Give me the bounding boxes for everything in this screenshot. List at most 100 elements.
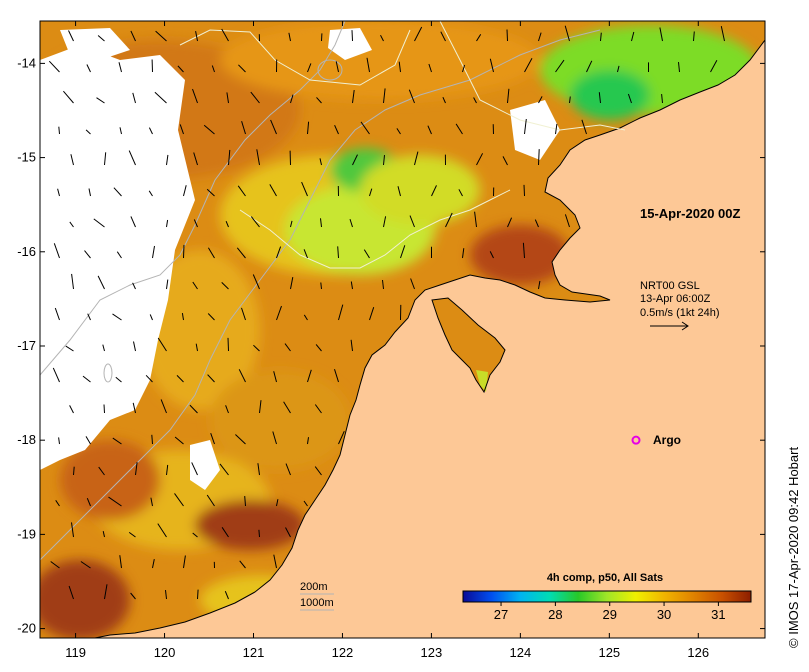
y-tick-label: -18 bbox=[17, 432, 36, 447]
current-arrow bbox=[383, 216, 387, 228]
current-arrow bbox=[85, 436, 91, 445]
current-arrow bbox=[473, 97, 477, 104]
colorbar-tick-label: 29 bbox=[602, 607, 616, 622]
current-arrow bbox=[555, 123, 558, 135]
current-arrow bbox=[284, 343, 291, 352]
current-legend-line1: NRT00 GSL bbox=[640, 280, 700, 292]
current-arrow bbox=[195, 31, 198, 42]
current-arrow bbox=[288, 32, 291, 42]
argo-label: Argo bbox=[653, 433, 681, 447]
current-arrow bbox=[489, 58, 494, 73]
current-arrow bbox=[112, 313, 122, 321]
current-arrow bbox=[207, 374, 215, 383]
current-arrow bbox=[52, 367, 60, 383]
current-arrow bbox=[272, 431, 277, 445]
current-arrow bbox=[319, 158, 322, 166]
current-arrow bbox=[307, 121, 310, 135]
current-arrow bbox=[334, 124, 339, 135]
current-arrow bbox=[97, 35, 105, 42]
x-tick-label: 121 bbox=[243, 645, 265, 660]
x-tick-label: 119 bbox=[65, 645, 86, 660]
current-arrow bbox=[166, 154, 169, 166]
current-arrow bbox=[86, 498, 91, 507]
current-arrow bbox=[86, 64, 91, 73]
current-arrow bbox=[581, 119, 587, 135]
current-arrow bbox=[183, 185, 187, 197]
y-tick-label: -19 bbox=[17, 526, 36, 541]
current-arrow bbox=[157, 523, 167, 538]
current-arrow bbox=[476, 153, 484, 166]
current-arrow bbox=[270, 119, 277, 135]
current-arrow bbox=[97, 275, 105, 290]
current-arrow bbox=[410, 278, 415, 290]
current-arrow bbox=[409, 215, 415, 228]
colorbar-title: 4h comp, p50, All Sats bbox=[547, 572, 663, 584]
current-arrow bbox=[445, 212, 453, 228]
current-arrow bbox=[132, 92, 136, 104]
current-arrow bbox=[152, 559, 155, 569]
current-arrow bbox=[226, 92, 229, 104]
current-arrow bbox=[369, 307, 375, 321]
current-arrow bbox=[256, 149, 260, 166]
sst-fronts bbox=[179, 21, 626, 269]
current-arrow bbox=[84, 250, 91, 259]
current-arrow bbox=[130, 592, 136, 600]
current-arrow bbox=[314, 404, 322, 414]
current-arrow bbox=[179, 124, 184, 135]
current-arrow bbox=[160, 399, 167, 414]
isobath-label-1000: 1000m bbox=[300, 597, 334, 609]
y-axis: -14 -15 -16 -17 -18 -19 -20 bbox=[17, 55, 765, 636]
current-arrow bbox=[132, 402, 136, 414]
current-arrow bbox=[113, 187, 122, 197]
current-arrow bbox=[710, 60, 718, 73]
current-arrow bbox=[116, 251, 122, 259]
current-arrow bbox=[250, 216, 260, 228]
current-arrow bbox=[397, 186, 401, 197]
x-tick-label: 124 bbox=[510, 645, 532, 660]
current-arrow bbox=[659, 27, 663, 42]
current-arrow bbox=[400, 245, 406, 259]
current-arrow bbox=[238, 64, 246, 73]
current-arrow bbox=[363, 249, 370, 259]
current-legend-line2: 13-Apr 06:00Z bbox=[640, 293, 711, 305]
current-arrow bbox=[285, 527, 291, 538]
current-arrow bbox=[58, 126, 60, 135]
current-scale-legend: NRT00 GSL 13-Apr 06:00Z 0.5m/s (1kt 24h) bbox=[640, 280, 719, 331]
current-arrow bbox=[221, 28, 229, 42]
current-arrow bbox=[314, 466, 322, 476]
current-arrow bbox=[203, 124, 215, 135]
current-arrow bbox=[476, 34, 482, 42]
colorbar-tick-label: 31 bbox=[711, 607, 725, 622]
current-arrow bbox=[206, 188, 215, 197]
current-vectors bbox=[48, 25, 725, 600]
current-arrow bbox=[87, 313, 91, 321]
current-arrow bbox=[252, 274, 260, 290]
current-arrow bbox=[290, 277, 294, 290]
current-arrow bbox=[564, 25, 570, 42]
current-arrow bbox=[273, 554, 277, 569]
current-arrow bbox=[82, 375, 91, 383]
current-arrow bbox=[166, 219, 169, 228]
current-arrow bbox=[103, 404, 105, 414]
current-arrow bbox=[360, 121, 370, 135]
current-arrow bbox=[65, 345, 74, 352]
current-arrow bbox=[380, 34, 384, 42]
inlet-coastline bbox=[431, 297, 506, 394]
current-arrow bbox=[108, 496, 122, 507]
current-arrow bbox=[57, 188, 60, 197]
current-arrow bbox=[538, 32, 542, 42]
current-arrow bbox=[55, 500, 60, 507]
y-tick-label: -17 bbox=[17, 338, 36, 353]
current-arrow bbox=[165, 590, 167, 600]
colorbar-ticks: 27 28 29 30 31 bbox=[494, 602, 726, 622]
current-arrow bbox=[315, 344, 322, 352]
current-arrow bbox=[68, 30, 74, 42]
current-arrow bbox=[225, 405, 229, 414]
current-arrow bbox=[193, 219, 198, 228]
current-arrow bbox=[307, 369, 312, 383]
current-arrow bbox=[462, 248, 465, 259]
current-arrow bbox=[431, 185, 437, 197]
current-arrow bbox=[455, 123, 463, 135]
king-sound bbox=[432, 298, 505, 392]
